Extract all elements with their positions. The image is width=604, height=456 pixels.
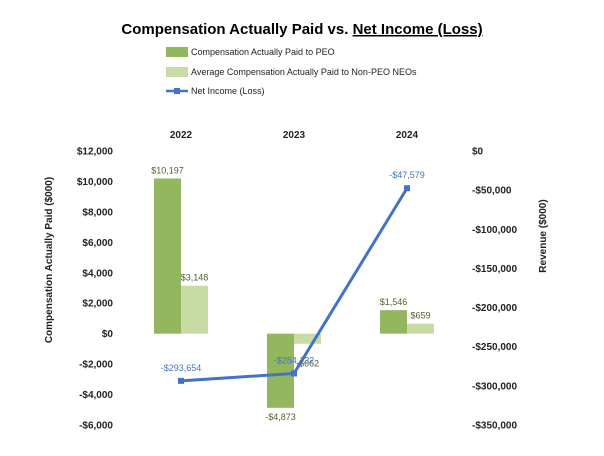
- category-label-2024: 2024: [396, 130, 419, 141]
- left-tick-label: $8,000: [82, 207, 113, 218]
- bar-non-peo-2024: [407, 323, 434, 334]
- line-point-2024: [404, 185, 410, 192]
- category-label-2022: 2022: [170, 130, 193, 141]
- chart-title-underlined: Net Income (Loss): [353, 21, 483, 38]
- left-tick-label: $0: [102, 329, 114, 340]
- category-label-2023: 2023: [283, 130, 306, 141]
- line-point-2023: [291, 370, 297, 377]
- right-tick-label: -$100,000: [472, 225, 517, 236]
- left-tick-label: $6,000: [82, 238, 113, 249]
- left-tick-label: $10,000: [77, 177, 114, 188]
- legend-swatch-1: [166, 67, 188, 77]
- legend-label-1: Average Compensation Actually Paid to No…: [191, 67, 417, 77]
- data-label-non-peo-2023: -$662: [296, 359, 319, 369]
- legend-label-0: Compensation Actually Paid to PEO: [191, 47, 335, 57]
- legend-swatch-0: [166, 47, 188, 57]
- data-label-non-peo-2022: $3,148: [181, 273, 209, 283]
- bars: [154, 178, 434, 408]
- left-tick-label: -$6,000: [79, 421, 113, 432]
- legend: Compensation Actually Paid to PEO Average…: [166, 47, 417, 96]
- bar-peo-2024: [380, 310, 407, 334]
- left-tick-label: $4,000: [82, 268, 113, 279]
- right-tick-label: -$300,000: [472, 381, 517, 392]
- right-tick-label: -$200,000: [472, 303, 517, 314]
- bar-peo-2022: [154, 178, 181, 334]
- data-labels: $10,197 -$4,873 $1,546 $3,148 -$662 $659 -$293…: [151, 165, 430, 421]
- data-label-peo-2024: $1,546: [380, 297, 408, 307]
- bar-peo-2023: [267, 333, 294, 408]
- right-tick-label: -$350,000: [472, 421, 517, 432]
- right-axis-title: Revenue ($000): [538, 199, 549, 272]
- data-label-net-income-2024: -$47,579: [389, 170, 425, 180]
- left-tick-label: -$2,000: [79, 360, 113, 371]
- right-axis-ticks: $0 -$50,000 -$100,000 -$150,000 -$200,000 -$2…: [472, 147, 517, 432]
- left-tick-label: -$4,000: [79, 390, 113, 401]
- line-point-2022: [178, 377, 184, 384]
- data-label-net-income-2022: -$293,654: [161, 363, 202, 373]
- bar-non-peo-2022: [181, 285, 208, 334]
- data-label-non-peo-2024: $659: [410, 311, 430, 321]
- left-tick-label: $12,000: [77, 147, 114, 158]
- right-tick-label: -$150,000: [472, 264, 517, 275]
- chart-title-prefix: Compensation Actually Paid vs.: [121, 21, 352, 38]
- right-tick-label: -$250,000: [472, 342, 517, 353]
- left-axis-title: Compensation Actually Paid ($000): [44, 177, 55, 343]
- left-tick-label: $2,000: [82, 299, 113, 310]
- bar-non-peo-2023: [294, 333, 321, 344]
- legend-label-2: Net Income (Loss): [191, 86, 265, 96]
- legend-marker: [174, 88, 180, 94]
- right-tick-label: -$50,000: [472, 186, 512, 197]
- right-tick-label: $0: [472, 147, 484, 158]
- net-income-line: [178, 185, 410, 384]
- data-label-peo-2023: -$4,873: [265, 412, 296, 422]
- chart-title: Compensation Actually Paid vs. Net Incom…: [121, 21, 482, 38]
- category-labels: 2022 2023 2024: [170, 130, 419, 141]
- left-axis-ticks: $12,000 $10,000 $8,000 $6,000 $4,000 $2,000 $0…: [77, 147, 114, 432]
- data-label-peo-2022: $10,197: [151, 165, 184, 175]
- data-label-net-income-2023: -$284,132: [274, 355, 315, 365]
